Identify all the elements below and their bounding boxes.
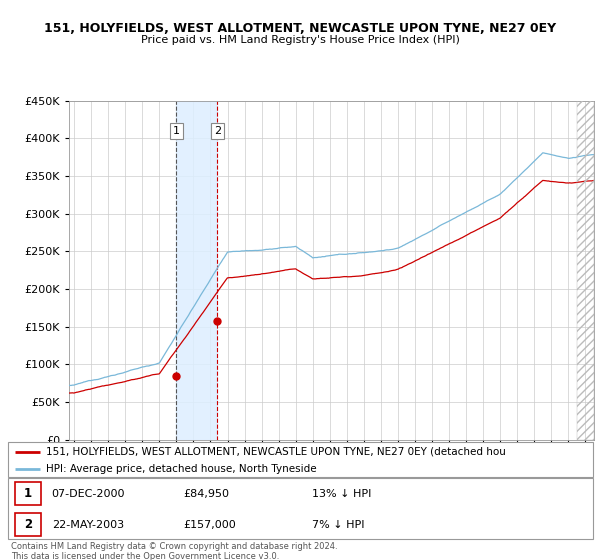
- Text: £84,950: £84,950: [184, 489, 229, 499]
- Bar: [577, 101, 594, 440]
- Bar: [15, 514, 41, 536]
- Text: 22-MAY-2003: 22-MAY-2003: [52, 520, 124, 530]
- Bar: [577, 101, 594, 440]
- Text: HPI: Average price, detached house, North Tyneside: HPI: Average price, detached house, Nort…: [46, 464, 316, 474]
- Text: 1: 1: [23, 487, 32, 501]
- Text: 2: 2: [23, 519, 32, 531]
- Text: 13% ↓ HPI: 13% ↓ HPI: [312, 489, 371, 499]
- Text: 151, HOLYFIELDS, WEST ALLOTMENT, NEWCASTLE UPON TYNE, NE27 0EY (detached hou: 151, HOLYFIELDS, WEST ALLOTMENT, NEWCAST…: [46, 447, 506, 457]
- Text: 7% ↓ HPI: 7% ↓ HPI: [312, 520, 365, 530]
- Text: 151, HOLYFIELDS, WEST ALLOTMENT, NEWCASTLE UPON TYNE, NE27 0EY: 151, HOLYFIELDS, WEST ALLOTMENT, NEWCAST…: [44, 22, 556, 35]
- Text: £157,000: £157,000: [184, 520, 236, 530]
- Bar: [15, 483, 41, 506]
- Text: 1: 1: [173, 126, 180, 136]
- Text: Price paid vs. HM Land Registry's House Price Index (HPI): Price paid vs. HM Land Registry's House …: [140, 35, 460, 45]
- Text: 07-DEC-2000: 07-DEC-2000: [52, 489, 125, 499]
- Text: 2: 2: [214, 126, 221, 136]
- Text: Contains HM Land Registry data © Crown copyright and database right 2024.
This d: Contains HM Land Registry data © Crown c…: [11, 542, 337, 560]
- Bar: [176, 101, 217, 440]
